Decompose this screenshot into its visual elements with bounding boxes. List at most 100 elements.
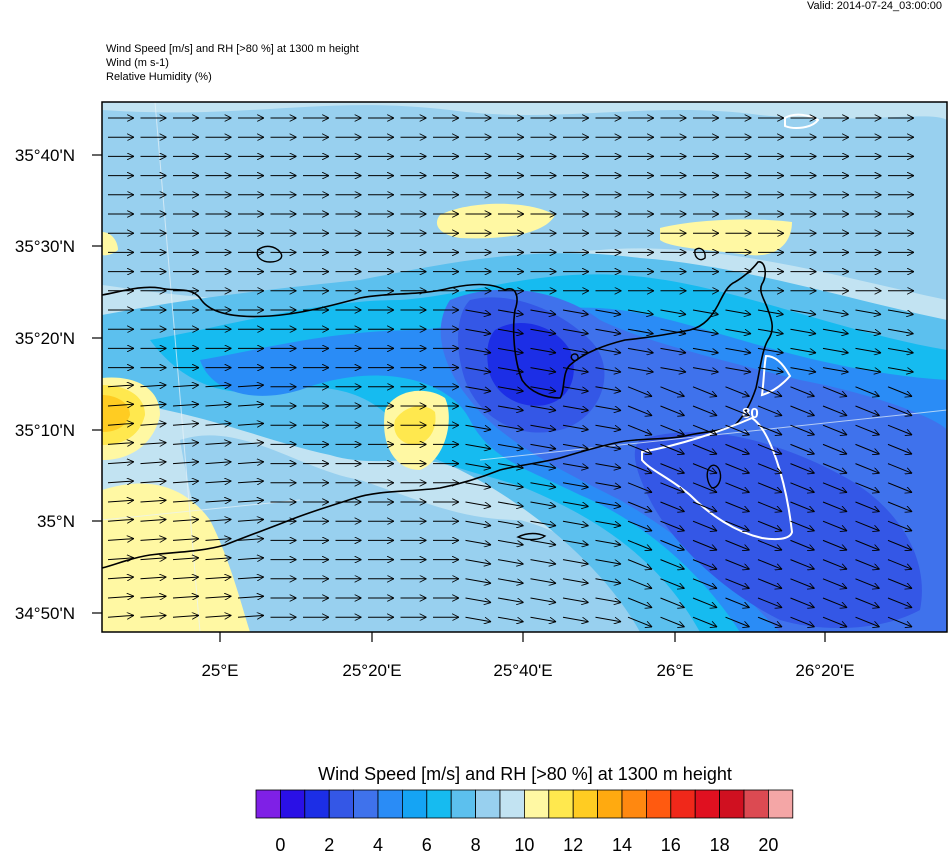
wind-arrow [465, 559, 492, 565]
lon-label-1: 25°20'E [342, 661, 401, 680]
wind-arrow [205, 443, 232, 445]
wind-arrow [725, 405, 750, 416]
colorbar-swatch [548, 789, 574, 819]
wind-arrow [822, 424, 847, 435]
wind-arrow [562, 501, 589, 507]
wind-arrow [822, 347, 849, 353]
wind-arrow [822, 559, 847, 570]
wind-arrow [822, 539, 847, 550]
wind-arrow [660, 347, 687, 353]
wind-arrow [627, 405, 652, 416]
wind-arrow [595, 520, 622, 526]
wind-arrow [790, 386, 815, 397]
wind-arrow [822, 328, 849, 334]
wind-arrow [660, 616, 685, 627]
wind-arrow [497, 539, 524, 545]
wind-arrow [887, 328, 914, 334]
wind-arrow [692, 559, 717, 570]
wind-arrow [855, 539, 880, 550]
wind-arrow [887, 501, 912, 512]
wind-arrow [562, 328, 589, 334]
wind-arrow [627, 616, 652, 627]
wind-arrow [140, 443, 167, 445]
coastline-peninsula-se [706, 464, 722, 489]
wind-arrow [497, 424, 524, 430]
wind-arrow [205, 462, 232, 464]
colorbar-label: 6 [422, 835, 432, 854]
wind-arrow [595, 578, 622, 584]
wind-arrow [140, 481, 167, 483]
wind-arrow [140, 500, 167, 502]
colorbar-swatch [475, 789, 501, 819]
wind-arrow [757, 482, 782, 493]
wind-arrow [465, 328, 492, 334]
wind-arrow [107, 519, 134, 521]
wind-arrow [172, 423, 199, 425]
wind-arrow [140, 596, 167, 598]
wind-arrow [205, 558, 232, 560]
wind-arrow [530, 482, 557, 488]
wind-arrow [725, 347, 752, 353]
wind-arrow [595, 539, 622, 545]
wind-arrow [790, 424, 815, 435]
wind-arrow [887, 424, 912, 435]
wind-arrow [887, 520, 912, 531]
wind-arrow [725, 328, 752, 334]
wind-arrow [790, 328, 817, 334]
wind-arrow [887, 463, 912, 474]
wind-arrow [660, 559, 685, 570]
colorbar-swatch [597, 789, 623, 819]
colorbar [255, 789, 794, 819]
wind-arrow [692, 367, 719, 373]
colorbar-swatch [646, 789, 672, 819]
lon-axis: 25°E 25°20'E 25°40'E 26°E 26°20'E [201, 632, 855, 680]
field-yellow-ne [660, 219, 792, 256]
graticule-line [154, 102, 201, 632]
wind-arrow [237, 481, 264, 483]
wind-arrow [790, 501, 815, 512]
wind-arrow [562, 367, 589, 373]
wind-speed-field [102, 102, 947, 632]
wind-arrow [725, 367, 752, 373]
wind-arrow [107, 423, 134, 425]
colorbar-title: Wind Speed [m/s] and RH [>80 %] at 1300 … [318, 764, 732, 784]
wind-arrow [725, 424, 750, 435]
wind-arrow [465, 367, 492, 373]
wind-arrow [497, 367, 524, 373]
lat-label-5: 34°50'N [15, 604, 75, 623]
wind-arrow [887, 386, 912, 397]
wind-arrow [497, 347, 524, 353]
wind-arrow [692, 347, 719, 353]
field-yellow-w-edge [102, 232, 118, 256]
wind-arrow [855, 616, 880, 627]
lat-label-1: 35°30'N [15, 237, 75, 256]
wind-arrow [692, 424, 717, 435]
wind-arrow [855, 463, 880, 474]
wind-arrow [627, 463, 652, 474]
wind-arrow [107, 558, 134, 560]
colorbar-swatch [426, 789, 452, 819]
wind-arrow [887, 616, 912, 627]
wind-arrow [465, 405, 492, 411]
wind-arrow [822, 482, 847, 493]
header-title: Wind Speed [m/s] and RH [>80 %] at 1300 … [106, 43, 359, 55]
wind-arrow [497, 443, 524, 449]
wind-arrow [822, 501, 847, 512]
wind-arrow [855, 328, 882, 334]
wind-arrow [237, 539, 264, 541]
wind-arrow [627, 309, 654, 315]
wind-arrow [757, 520, 782, 531]
wind-arrow [172, 462, 199, 464]
wind-arrow [530, 309, 557, 315]
wind-arrow [692, 539, 717, 550]
wind-arrow [790, 482, 815, 493]
colorbar-label: 14 [612, 835, 632, 854]
wind-arrow [692, 501, 717, 512]
wind-arrow [822, 520, 847, 531]
wind-arrow [887, 539, 912, 550]
colorbar-swatch [694, 789, 721, 819]
wind-arrow [107, 385, 134, 387]
wind-arrow [562, 559, 589, 565]
wind-arrow [887, 559, 912, 570]
wind-arrow [627, 367, 654, 373]
